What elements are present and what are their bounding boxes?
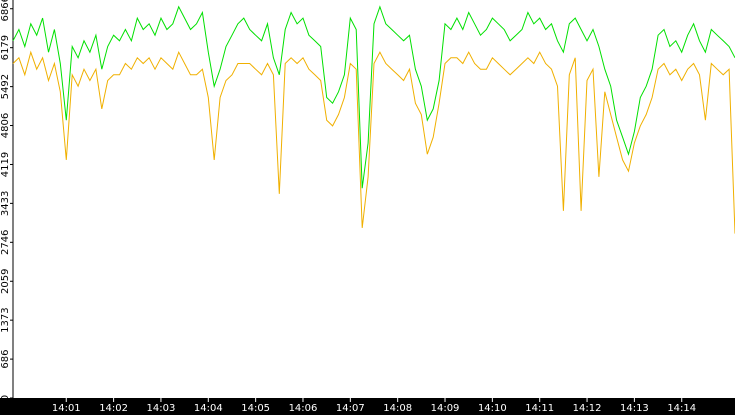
x-tick-label: 14:10: [478, 403, 507, 414]
y-tick-label: 5492: [0, 74, 11, 99]
y-tick-label: 0: [0, 395, 11, 401]
y-tick-label: 4119: [0, 152, 11, 177]
x-tick-label: 14:06: [289, 403, 318, 414]
x-tick-label: 14:08: [383, 403, 412, 414]
x-tick-label: 14:02: [99, 403, 128, 414]
x-tick-label: 14:14: [667, 403, 696, 414]
y-tick-label: 4806: [0, 113, 11, 138]
y-tick-label: 2746: [0, 230, 11, 255]
x-tick-label: 14:03: [147, 403, 176, 414]
x-tick-label: 14:07: [336, 403, 365, 414]
x-axis-band: [0, 398, 735, 415]
data-line: [12, 50, 735, 234]
data-line: [12, 5, 735, 189]
x-tick-label: 14:11: [525, 403, 554, 414]
x-tick-label: 14:13: [620, 403, 649, 414]
x-tick-label: 14:05: [241, 403, 270, 414]
y-tick-label: 686: [0, 350, 11, 369]
x-tick-label: 14:04: [194, 403, 223, 414]
y-tick-label: 1373: [0, 307, 11, 332]
x-tick-label: 14:12: [573, 403, 602, 414]
y-tick-label: 3433: [0, 191, 11, 216]
y-tick-label: 6866: [0, 0, 11, 21]
y-tick-label: 2059: [0, 269, 11, 294]
x-tick-label: 14:09: [431, 403, 460, 414]
y-tick-label: 6179: [0, 35, 11, 60]
x-tick-label: 14:01: [52, 403, 81, 414]
